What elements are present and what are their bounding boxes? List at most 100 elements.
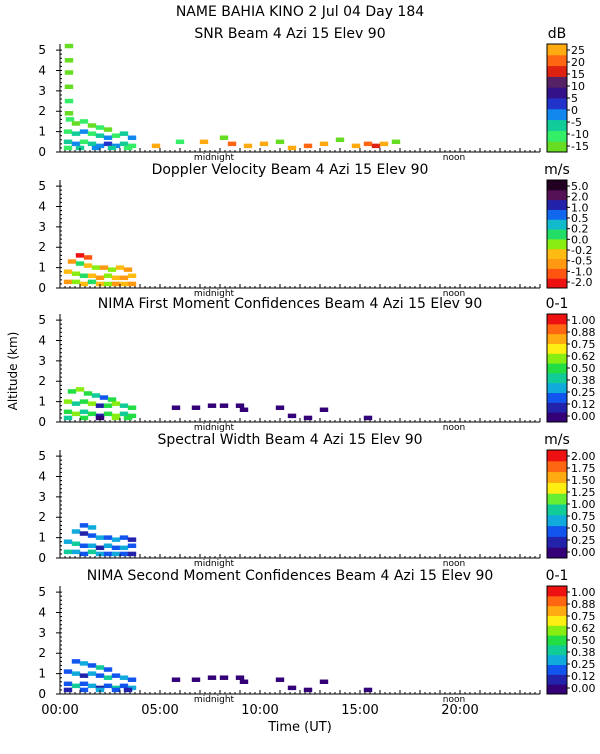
data-cell (95, 415, 105, 421)
data-cell (95, 403, 105, 408)
data-cell (64, 43, 74, 49)
colorbar-label: 0.75 (571, 338, 596, 351)
colorbar-segment (547, 525, 567, 537)
data-cell (67, 389, 77, 394)
y-tick-label: 0 (38, 551, 46, 565)
midnight-marker: midnight (194, 423, 235, 433)
colorbar-segment (547, 482, 567, 494)
data-cell (371, 143, 381, 149)
data-cell (127, 135, 137, 140)
panel-1: SNR Beam 4 Azi 15 Elev 90 dB 0 1 2 3 4 5 midnigh… (38, 26, 589, 163)
data-cell (64, 70, 74, 75)
data-cell (87, 279, 97, 285)
colorbar-label: 0.38 (571, 646, 596, 659)
colorbar-segment (547, 644, 567, 656)
data-cell (99, 395, 109, 400)
data-cell (103, 675, 113, 680)
data-cell (95, 551, 105, 557)
panel-title: Doppler Velocity Beam 4 Azi 15 Elev 90 (152, 162, 429, 178)
colorbar-label: 0.75 (571, 510, 596, 523)
data-cell (111, 401, 121, 406)
data-cell (115, 265, 125, 270)
colorbar-segment (547, 98, 567, 110)
colorbar-segment (547, 278, 567, 289)
noon-marker: noon (443, 559, 465, 569)
data-cell (71, 131, 81, 136)
x-tick-label: 20:00 (441, 703, 478, 718)
data-cell (64, 98, 74, 104)
midnight-marker: midnight (194, 153, 235, 163)
colorbar-label: 20 (571, 56, 585, 69)
panel-3: NIMA First Moment Confidences Beam 4 Azi… (38, 296, 595, 433)
colorbar-label: 1.50 (571, 474, 596, 487)
data-cell (87, 549, 97, 555)
colorbar-segment (547, 586, 567, 597)
data-cell (303, 687, 313, 693)
data-cell (95, 275, 105, 281)
data-cell (63, 129, 73, 134)
colorbar-label: 0.12 (571, 670, 596, 683)
data-cell (87, 683, 97, 689)
data-cell (71, 121, 81, 126)
colorbar-label: 0.62 (571, 350, 596, 363)
data-cell (363, 141, 373, 147)
data-cell (79, 139, 89, 145)
data-cell (111, 551, 121, 557)
data-cell (71, 279, 81, 285)
data-cell (79, 129, 89, 134)
data-cell (127, 677, 137, 682)
data-cell (127, 405, 137, 410)
data-cell (391, 139, 401, 145)
y-tick-label: 1 (38, 667, 46, 681)
data-cell (119, 131, 129, 136)
panel-units: dB (548, 26, 567, 42)
panel-5: NIMA Second Moment Confidences Beam 4 Az… (38, 568, 595, 705)
data-cell (63, 681, 73, 687)
colorbar-label: 0.0 (571, 233, 589, 246)
data-cell (319, 679, 329, 685)
colorbar-segment (547, 412, 567, 423)
y-tick-label: 3 (38, 490, 46, 504)
data-cell (87, 273, 97, 279)
data-cell (95, 545, 105, 551)
panel-units: m/s (544, 432, 570, 448)
data-cell (87, 543, 97, 549)
data-cell (127, 551, 137, 557)
colorbar-label: 0.38 (571, 374, 596, 387)
colorbar-segment (547, 119, 567, 131)
colorbar-segment (547, 65, 567, 77)
data-cell (103, 403, 113, 408)
data-cell (103, 535, 113, 540)
data-cell (103, 411, 113, 417)
colorbar-label: 10 (571, 80, 585, 93)
colorbar-segment (547, 402, 567, 413)
data-cell (83, 255, 93, 260)
data-cell (95, 665, 105, 670)
colorbar-label: -15 (571, 140, 589, 153)
data-cell (79, 681, 89, 687)
colorbar-segment (547, 625, 567, 636)
data-cell (67, 259, 77, 264)
colorbar-label: 1.75 (571, 462, 596, 475)
colorbar-segment (547, 108, 567, 121)
data-cell (63, 145, 73, 151)
data-cell (63, 399, 73, 404)
data-cell (175, 139, 185, 145)
colorbar-segment (547, 460, 567, 473)
colorbar-segment (547, 323, 567, 335)
colorbar-segment (547, 605, 567, 616)
y-tick-label: 3 (38, 354, 46, 368)
data-cell (287, 145, 297, 151)
colorbar-label: 0.5 (571, 212, 589, 225)
data-cell (71, 401, 81, 406)
data-cell (127, 281, 137, 287)
colorbar-segment (547, 219, 567, 230)
data-cell (275, 139, 285, 145)
colorbar-segment (547, 547, 567, 559)
y-tick-label: 3 (38, 220, 46, 234)
data-cell (119, 403, 129, 408)
colorbar-label: 0.25 (571, 658, 596, 671)
data-cell (83, 263, 93, 268)
colorbar-label: -10 (571, 128, 589, 141)
